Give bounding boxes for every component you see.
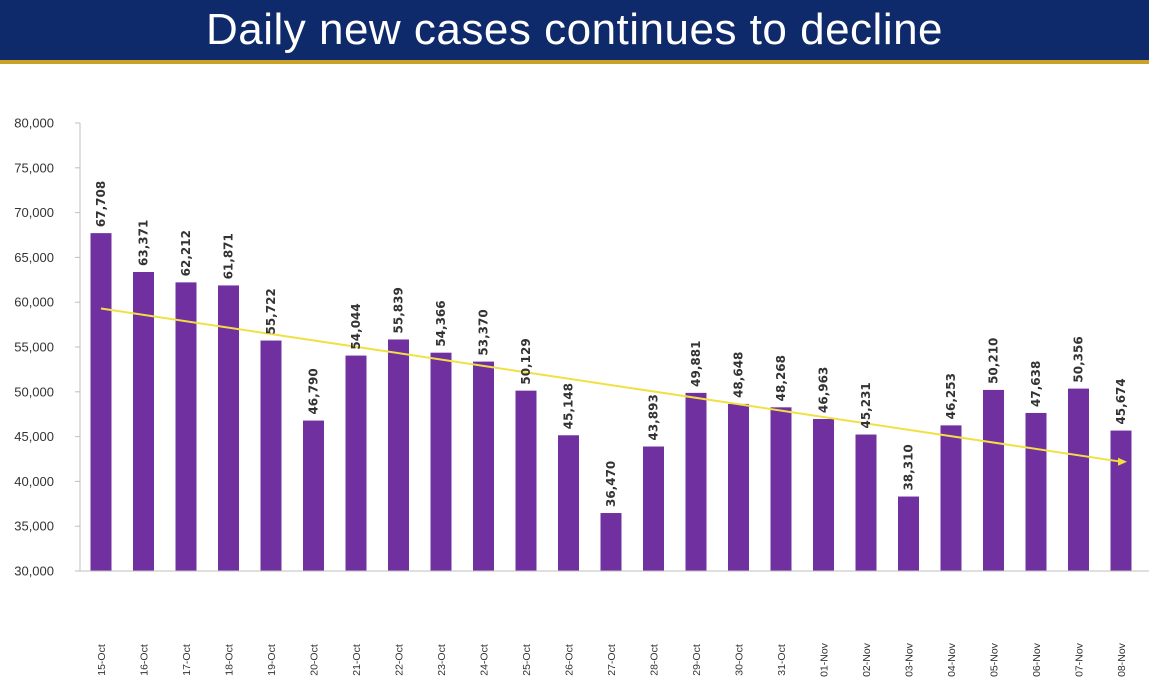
bar-20-Oct <box>303 420 324 571</box>
bar-04-Nov <box>940 425 962 571</box>
y-tick-label: 75,000 <box>14 160 54 175</box>
data-label: 53,370 <box>477 309 491 355</box>
data-label: 62,212 <box>179 230 193 276</box>
data-label: 45,148 <box>562 383 576 429</box>
bar-19-Oct <box>260 340 282 571</box>
y-tick-label: 70,000 <box>14 205 54 220</box>
x-tick-label: 23-Oct <box>436 644 448 676</box>
x-tick-label: 26-Oct <box>564 644 576 676</box>
bar-24-Oct <box>473 361 494 571</box>
y-tick-label: 60,000 <box>14 295 54 310</box>
data-label: 45,231 <box>859 382 873 428</box>
bar-31-Oct <box>770 407 792 571</box>
bar-17-Oct <box>175 282 197 571</box>
data-label: 54,366 <box>434 300 448 346</box>
x-tick-label: 31-Oct <box>776 644 788 676</box>
bar-30-Oct <box>728 403 749 571</box>
title-banner: Daily new cases continues to decline <box>0 0 1149 64</box>
x-tick-label: 01-Nov <box>819 642 831 677</box>
x-tick-label: 05-Nov <box>989 642 1001 677</box>
x-tick-label: 30-Oct <box>734 644 746 676</box>
data-label: 67,708 <box>94 181 108 227</box>
y-tick-label: 40,000 <box>14 474 54 489</box>
bar-06-Nov <box>1025 412 1047 571</box>
bar-08-Nov <box>1110 430 1132 571</box>
data-label: 46,253 <box>944 373 958 419</box>
x-tick-label: 22-Oct <box>394 644 406 676</box>
y-tick-label: 45,000 <box>14 429 54 444</box>
x-tick-label: 03-Nov <box>904 642 916 677</box>
bar-22-Oct <box>388 339 409 571</box>
data-label: 47,638 <box>1029 361 1043 407</box>
trendline-group <box>100 307 1127 466</box>
bar-29-Oct <box>685 392 707 571</box>
data-label: 48,268 <box>774 355 788 401</box>
bar-15-Oct <box>90 233 112 571</box>
bar-03-Nov <box>898 496 919 571</box>
y-axis: 30,000 35,000 40,000 45,000 50,000 55,000 60,0… <box>14 116 81 579</box>
data-label: 50,356 <box>1072 336 1086 382</box>
data-label: 38,310 <box>902 444 916 490</box>
bar-28-Oct <box>643 446 664 571</box>
x-tick-label: 18-Oct <box>224 644 236 676</box>
data-label: 36,470 <box>604 461 618 507</box>
data-labels-group: 67,708 63,371 62,212 61,871 55,722 46,790 54,0… <box>94 181 1128 507</box>
x-tick-label: 02-Nov <box>861 642 873 677</box>
x-tick-label: 06-Nov <box>1031 642 1043 677</box>
page-title: Daily new cases continues to decline <box>205 5 944 54</box>
x-tick-label: 20-Oct <box>309 644 321 676</box>
x-tick-label: 27-Oct <box>606 644 618 676</box>
x-tick-label: 21-Oct <box>351 644 363 676</box>
data-label: 50,210 <box>987 338 1001 384</box>
data-label: 49,881 <box>689 341 703 387</box>
bar-26-Oct <box>558 435 579 571</box>
data-label: 50,129 <box>519 338 533 384</box>
y-tick-label: 65,000 <box>14 250 54 265</box>
data-label: 54,044 <box>349 303 363 349</box>
x-tick-label: 07-Nov <box>1074 642 1086 677</box>
x-tick-label: 24-Oct <box>479 644 491 676</box>
bar-18-Oct <box>218 285 239 571</box>
data-label: 48,648 <box>732 352 746 398</box>
x-tick-label: 08-Nov <box>1116 642 1128 677</box>
data-label: 61,871 <box>222 233 236 279</box>
data-label: 43,893 <box>647 394 661 440</box>
data-label: 45,674 <box>1114 378 1128 424</box>
bar-07-Nov <box>1068 388 1089 571</box>
y-tick-label: 55,000 <box>14 340 54 355</box>
bar-16-Oct <box>133 271 154 571</box>
x-tick-label: 25-Oct <box>521 644 533 676</box>
data-label: 46,963 <box>817 367 831 413</box>
x-tick-label: 28-Oct <box>649 644 661 676</box>
bar-chart: 30,000 35,000 40,000 45,000 50,000 55,000 60,0… <box>14 116 1149 677</box>
trendline <box>100 307 1122 463</box>
trendline-arrowhead <box>1118 457 1127 466</box>
x-tick-label: 04-Nov <box>946 642 958 677</box>
x-axis: 15-Oct 16-Oct 17-Oct 18-Oct 19-Oct 20-Oct 21-O… <box>80 570 1149 677</box>
data-label: 46,790 <box>307 368 321 414</box>
bars-group <box>90 233 1132 571</box>
bar-01-Nov <box>813 419 834 571</box>
data-label: 55,839 <box>392 287 406 333</box>
bar-25-Oct <box>515 390 537 571</box>
bar-21-Oct <box>345 355 367 571</box>
bar-05-Nov <box>983 389 1004 571</box>
bar-02-Nov <box>855 434 877 571</box>
bar-23-Oct <box>430 352 452 571</box>
y-tick-label: 80,000 <box>14 116 54 131</box>
data-label: 63,371 <box>137 220 151 266</box>
x-tick-label: 16-Oct <box>139 644 151 676</box>
bar-27-Oct <box>600 513 622 571</box>
x-tick-label: 19-Oct <box>266 644 278 676</box>
data-label: 55,722 <box>264 288 278 334</box>
x-tick-label: 15-Oct <box>96 644 108 676</box>
y-tick-label: 30,000 <box>14 564 54 579</box>
x-tick-label: 29-Oct <box>691 644 703 676</box>
y-tick-label: 35,000 <box>14 519 54 534</box>
x-tick-label: 17-Oct <box>181 644 193 676</box>
y-tick-label: 50,000 <box>14 384 54 399</box>
